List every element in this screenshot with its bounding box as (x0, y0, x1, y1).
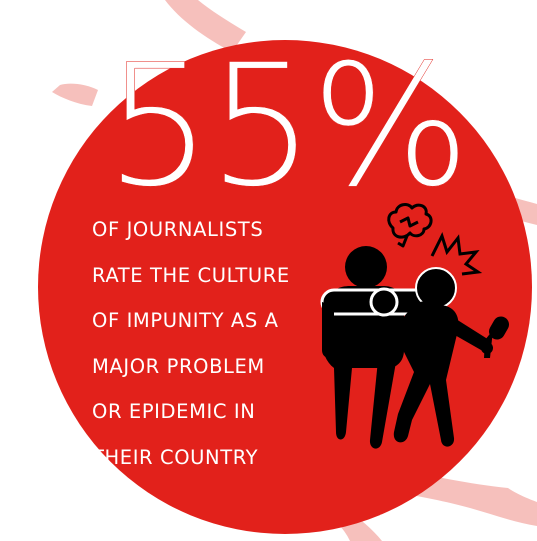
caption-line-2: RATE THE CULTURE (92, 263, 290, 287)
anger-cloud-icon (387, 203, 433, 248)
caption-line-3: OF IMPUNITY AS A (92, 309, 279, 332)
statistic-value: 55% (105, 28, 471, 224)
microphone-icon (481, 316, 509, 358)
caption-line-6: THEIR COUNTRY (92, 445, 259, 469)
impact-burst-icon (430, 232, 483, 276)
caption-line-4: MAJOR PROBLEM (92, 354, 265, 378)
victim-figure (393, 267, 509, 447)
caption: OF JOURNALISTS RATE THE CULTURE OF IMPUN… (92, 207, 342, 480)
caption-line-1: OF JOURNALISTS (92, 218, 264, 241)
attacker-figure (320, 246, 432, 449)
caption-line-5: OR EPIDEMIC IN (92, 400, 256, 423)
